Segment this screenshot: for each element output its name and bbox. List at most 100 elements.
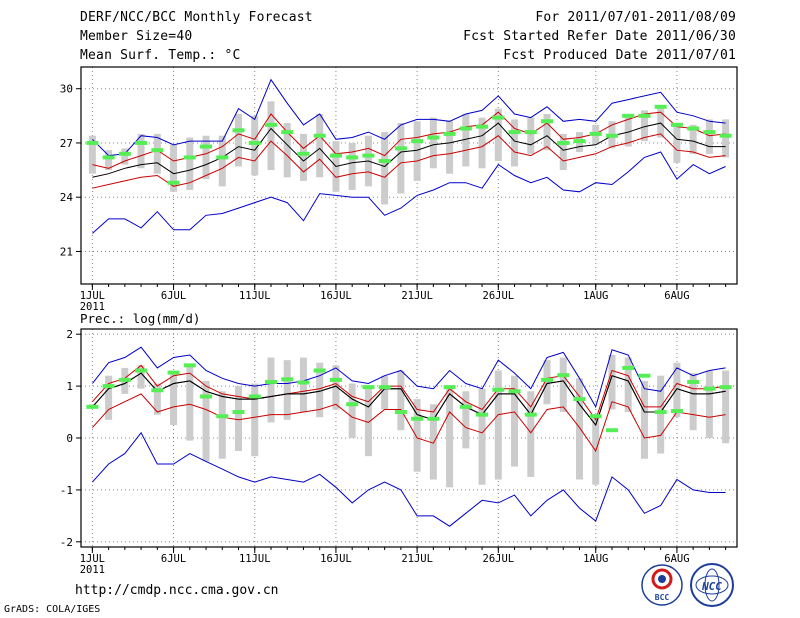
ensemble-box <box>494 370 502 480</box>
variable-label: Mean Surf. Temp.: °C <box>80 48 241 63</box>
observed-marker <box>183 363 196 368</box>
ensemble-box <box>397 370 405 431</box>
series-line-lower <box>92 133 726 189</box>
ensemble-box <box>429 117 437 169</box>
ensemble-box <box>235 386 243 451</box>
ensemble-box <box>689 124 697 154</box>
observed-marker <box>200 394 213 399</box>
observed-marker <box>378 159 391 164</box>
ensemble-box <box>608 354 616 410</box>
observed-marker <box>589 131 602 136</box>
observed-marker <box>216 414 229 419</box>
ensemble-box <box>494 108 502 162</box>
x-tick-label: 26JUL <box>483 290 515 302</box>
observed-marker <box>476 412 489 417</box>
x-tick-label: 26JUL <box>483 553 515 565</box>
observed-marker <box>118 377 131 382</box>
observed-marker <box>394 410 407 415</box>
observed-marker <box>427 416 440 421</box>
observed-marker <box>670 122 683 127</box>
observed-marker <box>719 133 732 138</box>
observed-marker <box>492 387 505 392</box>
member-size-label: Member Size=40 <box>80 29 193 44</box>
ensemble-box <box>105 375 113 420</box>
y-tick-label: -2 <box>60 536 73 549</box>
observed-marker <box>394 146 407 151</box>
ensemble-box <box>121 148 129 165</box>
ensemble-box <box>640 110 648 142</box>
ensemble-box <box>559 133 567 171</box>
x-tick-label: 16JUL <box>320 290 352 302</box>
ensemble-box <box>397 123 405 194</box>
ensemble-box <box>170 370 178 426</box>
x-tick-label: 6AUG <box>664 290 689 302</box>
ensemble-box <box>348 142 356 190</box>
ensemble-box <box>251 383 259 457</box>
ensemble-box <box>446 386 454 488</box>
observed-marker <box>167 370 180 375</box>
observed-marker <box>524 412 537 417</box>
x-tick-label: 6AUG <box>664 553 689 565</box>
ensemble-box <box>673 124 681 163</box>
ensemble-box <box>575 378 583 480</box>
ensemble-box <box>218 391 226 459</box>
observed-marker <box>443 385 456 390</box>
observed-marker <box>557 140 570 145</box>
ensemble-box <box>218 135 226 187</box>
bcc-logo-text: BCC <box>655 593 670 602</box>
ncc-logo: NCC <box>690 563 734 607</box>
ensemble-box <box>413 121 421 181</box>
ensemble-box <box>267 357 275 423</box>
y-tick-label: -1 <box>60 484 73 497</box>
y-tick-label: 30 <box>60 83 73 96</box>
observed-marker <box>508 130 521 135</box>
observed-marker <box>541 377 554 382</box>
ensemble-box <box>316 362 324 418</box>
refer-date-label: Fcst Started Refer Date 2011/06/30 <box>463 29 736 44</box>
observed-marker <box>232 128 245 133</box>
ensemble-box <box>722 370 730 444</box>
observed-marker <box>557 373 570 378</box>
series-line-mean <box>92 122 726 178</box>
ensemble-box <box>527 117 535 154</box>
ensemble-box <box>186 365 194 441</box>
ensemble-box <box>137 133 145 169</box>
ensemble-box <box>88 135 96 174</box>
ensemble-box <box>640 380 648 459</box>
ncc-logo-globe-icon <box>695 575 729 595</box>
series-line-upper <box>92 364 726 421</box>
observed-marker <box>313 133 326 138</box>
observed-marker <box>346 402 359 407</box>
x-tick-label: 6JUL <box>161 553 186 565</box>
observed-marker <box>703 130 716 135</box>
observed-marker <box>622 365 635 370</box>
ensemble-box <box>511 375 519 467</box>
plot-frame <box>80 66 738 285</box>
y-tick-label: 27 <box>60 137 73 150</box>
observed-marker <box>248 394 261 399</box>
bcc-logo-ring <box>641 564 683 606</box>
ncc-logo-meridian-icon <box>704 568 720 602</box>
observed-marker <box>573 139 586 144</box>
observed-marker <box>654 104 667 109</box>
ensemble-box <box>462 114 470 167</box>
ensemble-box <box>705 119 713 154</box>
x-tick-label: 21JUL <box>401 553 433 565</box>
x-tick-label: 1AUG <box>583 290 608 302</box>
x-tick-label: 1JUL <box>80 553 105 565</box>
ensemble-box <box>381 132 389 205</box>
bcc-logo: BCC <box>641 564 683 606</box>
x-tick-label: 1AUG <box>583 553 608 565</box>
observed-marker <box>183 155 196 160</box>
source-url: http://cmdp.ncc.cma.gov.cn <box>75 583 279 598</box>
ensemble-box <box>153 133 161 174</box>
ensemble-box <box>202 135 210 180</box>
ensemble-box <box>478 388 486 485</box>
observed-marker <box>297 151 310 156</box>
observed-marker <box>151 388 164 393</box>
grads-credit: GrADS: COLA/IGES <box>4 604 100 615</box>
ensemble-box <box>186 137 194 190</box>
observed-marker <box>411 416 424 421</box>
